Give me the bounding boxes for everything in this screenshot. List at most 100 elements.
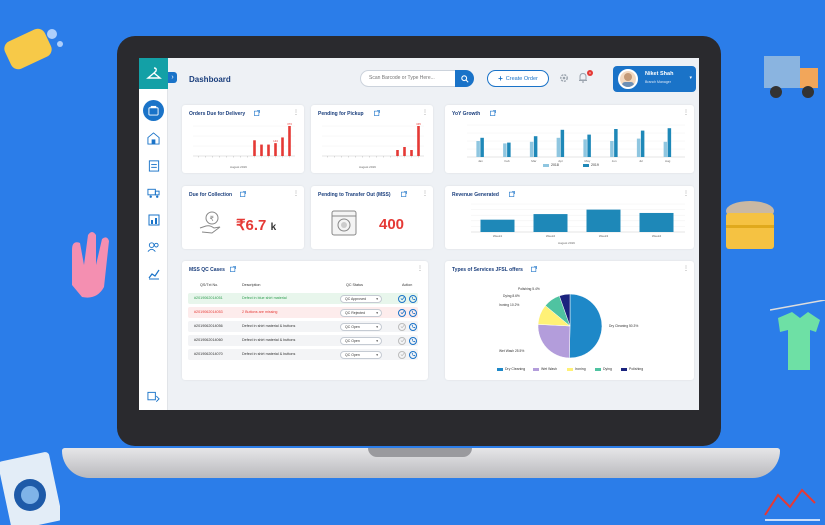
yoy-growth-title: YoY Growth [452,111,481,117]
pie-data-label: Wet Wash 25.5% [499,349,525,353]
sidebar-item-orders[interactable] [145,157,162,174]
orders-due-bar [281,137,284,156]
more-options-icon[interactable]: ⋮ [293,191,299,197]
avatar [618,69,638,89]
store-icon [147,132,160,145]
legend-label: Dying [603,367,612,371]
yoy-bar-2018 [663,141,668,157]
switch-store-icon [147,391,160,402]
table-row[interactable]: #2019062014060 Defect in shirt material &… [188,335,418,346]
pending-transfer-value: 400 [379,216,405,233]
yoy-bar-2019 [480,137,484,157]
external-link-icon[interactable] [374,110,380,116]
services-title: Types of Services JFSL offers [452,267,523,273]
revenue-chart: Week1 Week2 Week3 Week4 [471,203,685,238]
create-order-button[interactable]: + Create Order [487,70,549,87]
yoy-bar-2018 [610,141,614,157]
more-options-icon[interactable]: ⋮ [422,110,428,116]
approve-icon[interactable] [398,308,406,317]
sidebar-collapse-button[interactable]: › [168,72,177,83]
more-options-icon[interactable]: ⋮ [293,110,299,116]
orders-due-bar [253,140,256,156]
approve-icon[interactable] [398,322,406,331]
dashboard-icon [148,105,159,116]
notification-badge: 0 [587,70,593,76]
sidebar-item-store[interactable] [145,130,162,147]
external-link-icon[interactable] [490,110,496,116]
chart-icon [148,269,159,279]
chevron-down-icon: ▾ [376,338,378,343]
more-options-icon[interactable]: ⋮ [683,266,689,272]
user-name: Niket Shah [645,71,674,77]
yoy-tick-label: Mar [531,159,536,163]
sidebar-item-analytics[interactable] [145,265,162,282]
chevron-down-icon: ▾ [689,75,692,81]
more-options-icon[interactable]: ⋮ [683,191,689,197]
legend-label: Polishing [629,367,644,371]
legend-swatch [543,163,549,167]
yoy-tick-label: Jun [612,159,617,163]
chevron-down-icon: ▾ [376,310,378,315]
user-menu[interactable]: Niket Shah Branch Manager ▾ [613,66,696,92]
approve-icon[interactable] [398,294,406,303]
approve-icon[interactable] [398,336,406,345]
legend-label: Dry Cleaning [505,367,526,371]
qc-status-value: QC Open [345,338,360,343]
bell-icon[interactable] [578,72,588,83]
column-header: Description [242,283,261,287]
search-icon [460,74,469,83]
pie-legend-item: Polishing [621,367,643,371]
external-link-icon[interactable] [401,191,407,197]
more-options-icon[interactable]: ⋮ [422,191,428,197]
soap-illustration-icon [4,28,63,70]
app-logo-icon[interactable] [139,58,168,89]
pending-pickup-bar [410,150,413,156]
qc-status-select[interactable]: QC Approved ▾ [340,294,382,303]
external-link-icon[interactable] [509,191,515,197]
qc-status-select[interactable]: QC Rejected ▾ [340,308,382,317]
legend-label: Ironing [575,367,586,371]
sidebar-item-dashboard[interactable] [143,100,164,121]
more-options-icon[interactable]: ⋮ [683,110,689,116]
table-row[interactable]: #2019062014070 Defect in shirt material &… [188,349,418,360]
pending-pickup-data-label: 345 [416,123,421,126]
qc-status-select[interactable]: QC Open ▾ [340,350,382,359]
sidebar-item-reports[interactable] [145,211,162,228]
cash-in-hand-icon: ₹ [199,211,221,234]
sidebar-item-customers[interactable] [145,238,162,255]
qc-status-select[interactable]: QC Open ▾ [340,336,382,345]
phone-icon[interactable] [409,294,417,303]
phone-icon[interactable] [409,322,417,331]
qc-status-value: QC Rejected [345,310,366,315]
table-row[interactable]: #2019062014053 2 Buttons are missing QC Re… [188,307,418,318]
sidebar-item-delivery[interactable] [145,184,162,201]
pie-data-label: Ironing 10.2% [499,303,520,307]
clipboard-icon [148,160,159,172]
revenue-bar [480,219,515,232]
legend-swatch [533,367,539,371]
legend-swatch [497,367,503,371]
phone-icon[interactable] [409,350,417,359]
table-row[interactable]: #2019062014056 Defect in shirt material &… [188,321,418,332]
approve-icon[interactable] [398,350,406,359]
external-link-icon[interactable] [240,191,246,197]
pending-pickup-footer: August 2019 [359,165,376,169]
qc-status-select[interactable]: QC Open ▾ [340,322,382,331]
table-row[interactable]: #2019062014051 Defect in blue shirt mater… [188,293,418,304]
gear-icon[interactable] [559,73,569,83]
external-link-icon[interactable] [531,266,537,272]
search-input[interactable] [369,75,454,81]
sidebar-item-settings[interactable] [145,388,162,405]
phone-icon[interactable] [409,336,417,345]
delivery-truck-illustration-icon [764,56,818,98]
yoy-bar-2019 [560,129,565,157]
phone-icon[interactable] [409,308,417,317]
more-options-icon[interactable]: ⋮ [417,266,423,272]
laundry-basket-illustration-icon [726,201,774,249]
due-collection-amount: 6.7 [245,217,267,234]
external-link-icon[interactable] [230,266,236,272]
external-link-icon[interactable] [254,110,260,116]
search-button[interactable] [455,70,474,87]
revenue-bar [639,212,674,232]
gloves-illustration-icon [72,232,109,298]
